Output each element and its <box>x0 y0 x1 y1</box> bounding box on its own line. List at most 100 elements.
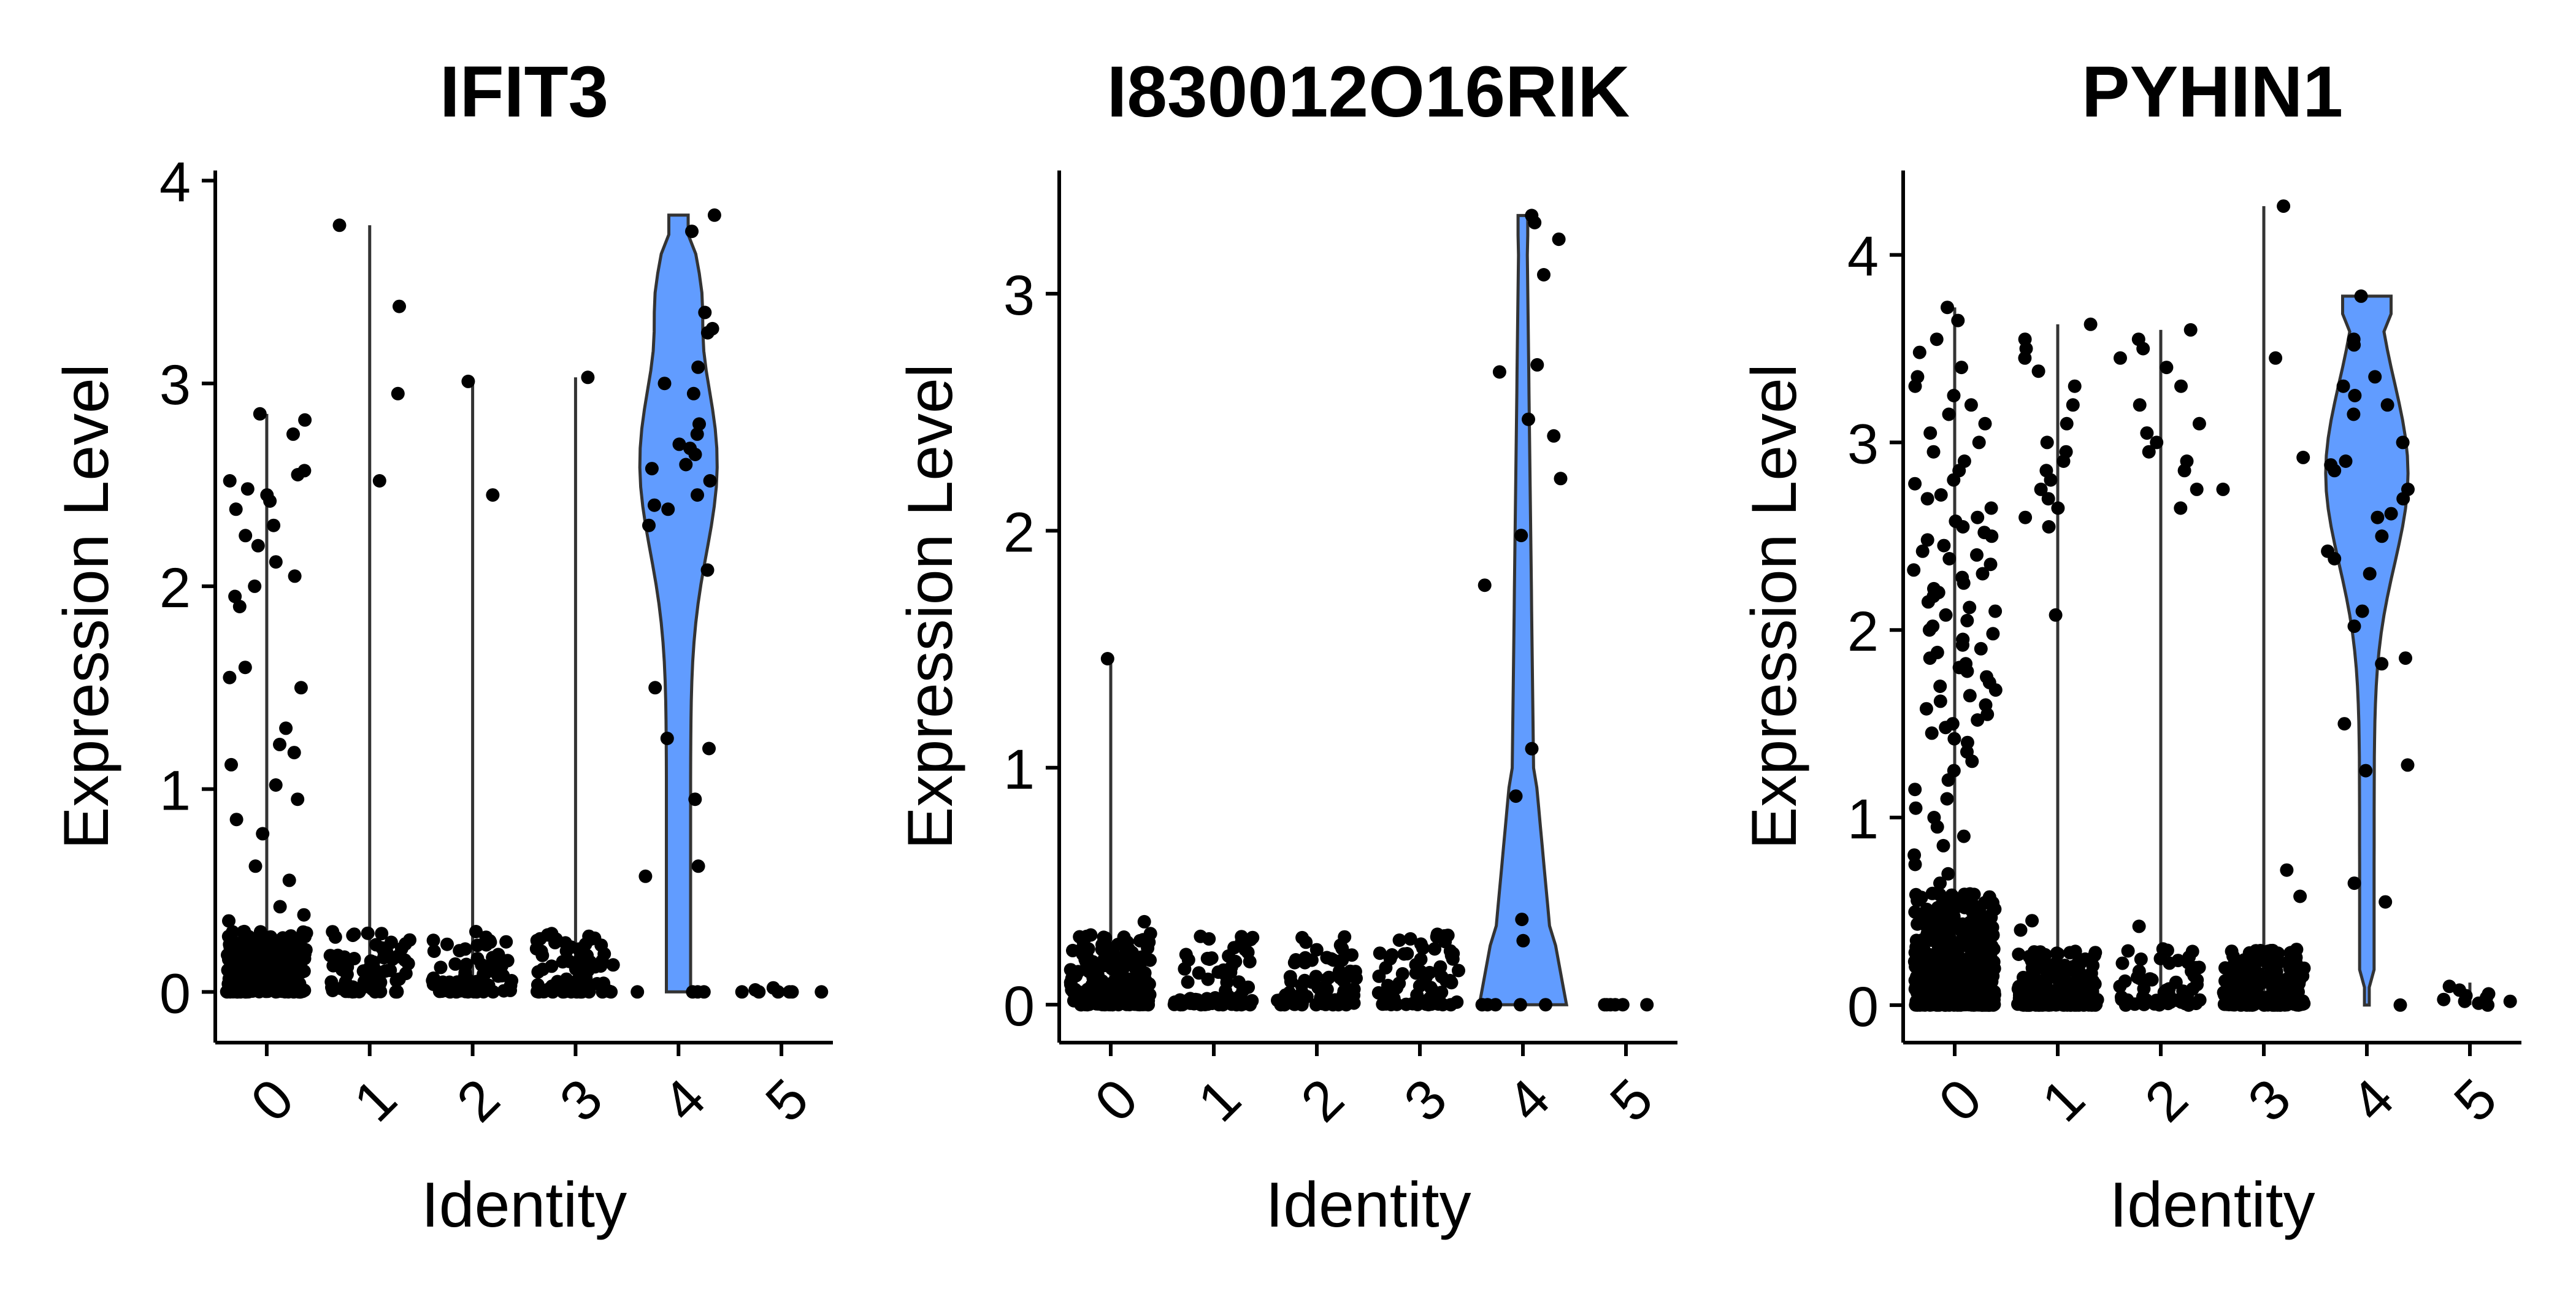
point <box>1939 721 1953 735</box>
point <box>1324 952 1338 966</box>
point <box>700 563 715 577</box>
point <box>2071 956 2085 970</box>
point <box>499 935 513 949</box>
point <box>1940 792 1954 806</box>
point <box>383 963 397 978</box>
point <box>1974 642 1988 656</box>
point <box>1295 998 1309 1012</box>
point <box>1984 950 1998 964</box>
point <box>331 948 345 962</box>
point <box>222 914 236 928</box>
x-tick-label: 1 <box>1186 1067 1252 1133</box>
point <box>2234 998 2248 1012</box>
point <box>362 960 377 975</box>
point <box>688 792 702 806</box>
point <box>1934 488 1948 502</box>
point <box>270 967 285 981</box>
point <box>1960 613 1974 627</box>
point <box>2136 990 2150 1004</box>
point <box>1944 932 1958 946</box>
point <box>332 218 347 232</box>
point <box>1923 426 1938 440</box>
y-tick-label: 0 <box>1003 975 1035 1038</box>
point <box>285 941 299 955</box>
point <box>291 792 305 806</box>
point <box>469 925 483 938</box>
point <box>707 208 721 222</box>
point <box>1915 544 1930 558</box>
y-tick-label: 4 <box>159 151 191 214</box>
point <box>2250 968 2264 983</box>
point <box>1988 683 2003 697</box>
point <box>1600 998 1614 1012</box>
point <box>1930 820 1944 834</box>
point <box>229 813 243 827</box>
y-tick-label: 3 <box>1847 413 1879 475</box>
point <box>1972 901 1987 915</box>
point <box>279 721 293 735</box>
point <box>1222 949 1236 963</box>
point <box>2347 407 2361 421</box>
point <box>1119 933 1133 948</box>
point <box>1178 962 1192 976</box>
point <box>2251 988 2265 1002</box>
point <box>1908 857 1922 872</box>
point <box>1201 972 1215 986</box>
point <box>752 985 766 999</box>
y-tick-label: 3 <box>159 354 191 416</box>
point <box>290 982 304 996</box>
point <box>1963 689 1977 703</box>
x-tick-label: 4 <box>2339 1067 2405 1133</box>
point <box>2134 952 2148 966</box>
point <box>2183 323 2198 337</box>
point <box>2401 758 2415 772</box>
point <box>2114 351 2127 365</box>
point <box>1514 529 1528 543</box>
point <box>229 502 243 516</box>
point <box>1933 680 1947 693</box>
point <box>1216 998 1230 1012</box>
point <box>1957 928 1971 942</box>
point <box>1407 997 1421 1010</box>
point <box>1910 970 1923 984</box>
point <box>2396 435 2410 450</box>
point <box>700 326 715 340</box>
point <box>1920 533 1934 547</box>
point <box>1971 993 1985 1007</box>
point <box>2152 998 2166 1012</box>
point <box>1316 997 1330 1011</box>
point <box>1980 707 1995 721</box>
point <box>2347 876 2361 891</box>
point <box>1971 510 1985 524</box>
point <box>578 959 592 973</box>
x-tick-label: 0 <box>1927 1067 1993 1133</box>
point <box>393 299 406 313</box>
point <box>448 957 462 971</box>
point <box>2115 956 2129 970</box>
x-axis-label: Identity <box>421 1170 627 1241</box>
point <box>2143 972 2157 986</box>
point <box>1409 958 1423 972</box>
y-tick-label: 4 <box>1847 226 1879 288</box>
point <box>2133 398 2147 412</box>
point <box>486 488 500 502</box>
point <box>1947 732 1961 746</box>
point <box>1345 948 1359 962</box>
point <box>1956 638 1969 652</box>
point <box>2287 997 2301 1011</box>
point <box>1986 928 2000 942</box>
point <box>287 746 301 760</box>
point <box>1326 998 1340 1012</box>
point <box>2042 520 2056 534</box>
point <box>2036 989 2050 1003</box>
point <box>459 984 473 998</box>
point <box>1972 435 1986 450</box>
point <box>606 958 620 972</box>
point <box>1944 965 1958 979</box>
point <box>2328 552 2342 565</box>
point <box>1986 627 2000 641</box>
y-tick-label: 1 <box>1847 788 1879 851</box>
point <box>691 985 705 999</box>
point <box>2266 981 2280 995</box>
